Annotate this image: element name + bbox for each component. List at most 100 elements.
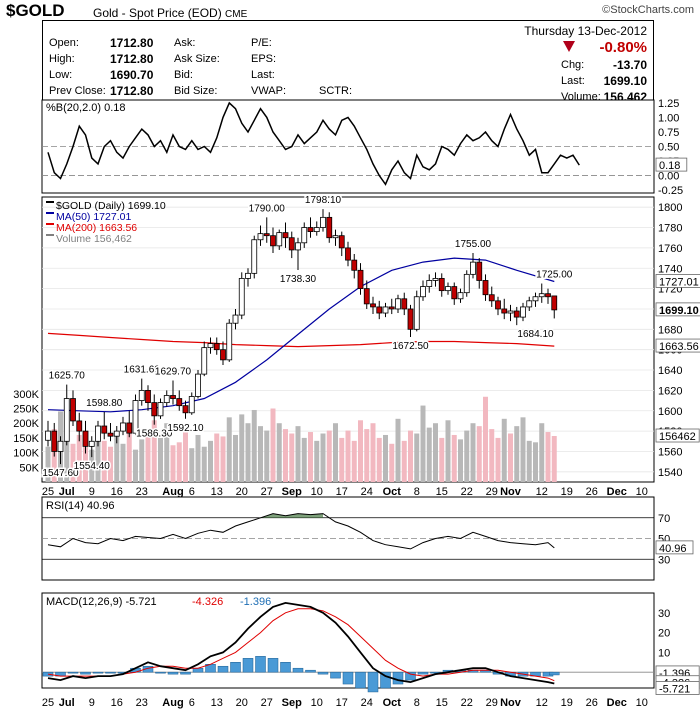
macd-signal-line [47, 608, 555, 682]
open-value: 1712.80 [110, 36, 154, 50]
candle-body [95, 425, 101, 442]
x-label-bottom-5: Aug [162, 697, 183, 709]
volume-bar [245, 423, 251, 482]
x-label-top-11: 10 [311, 486, 323, 498]
price-tick-0: 1800 [658, 202, 682, 214]
sctr-label: SCTR: [319, 85, 352, 97]
volume-bar [83, 437, 88, 482]
macd-hist-bar [342, 671, 354, 685]
legend-label-0: $GOLD (Daily) 1699.10 [56, 200, 166, 212]
prev-close-label: Prev Close: [49, 85, 106, 97]
chart-header: $GOLD Gold - Spot Price (EOD) CME ©Stock… [0, 0, 700, 104]
macd-hist-bar [549, 671, 560, 676]
volume-bar [358, 420, 363, 482]
price-tick-13: 1540 [658, 467, 682, 479]
candle-body [470, 261, 476, 275]
quote-box: Open: 1712.80 High: 1712.80 Low: 1690.70… [42, 20, 654, 104]
x-label-top-18: 29 [486, 486, 498, 498]
x-label-top-10: Sep [282, 486, 302, 498]
volume-bar [64, 423, 70, 482]
price-annotation-1: 1625.70 [49, 371, 86, 382]
candle-body [357, 269, 364, 290]
candle-body [551, 295, 558, 311]
candle-body [401, 298, 408, 310]
macd-hist-bar [417, 671, 429, 675]
x-label-top-9: 27 [261, 486, 273, 498]
volume-bar [301, 437, 307, 482]
volume-bar [176, 442, 182, 482]
volume-bar [345, 430, 351, 482]
volume-bar [201, 446, 207, 482]
volume-bar [226, 417, 232, 482]
macd-last-tag: -5.721 [659, 683, 690, 695]
candle-body [76, 420, 83, 432]
price-annotation-0: 1547.60 [42, 468, 79, 479]
volume-bar [426, 427, 432, 482]
candle-body [488, 294, 495, 302]
x-label-top-16: 15 [436, 486, 448, 498]
volume-bar [283, 429, 288, 482]
candle-body [51, 430, 58, 452]
instrument-name-text: Gold - Spot Price (EOD) [93, 6, 222, 20]
volume-bar [439, 437, 445, 482]
x-label-bottom-23: Dec [607, 697, 627, 709]
percent-b-last-tag-box [655, 157, 688, 172]
change-percent: -0.80% [599, 39, 647, 56]
macd-hist-bar [92, 671, 104, 674]
x-label-top-15: 8 [414, 486, 420, 498]
volume-bar [383, 434, 388, 482]
x-label-bottom-14: Oct [383, 697, 402, 709]
candle-body [288, 237, 295, 251]
candle-body [88, 440, 95, 447]
volume-bar [551, 436, 557, 482]
candle-body [232, 314, 239, 324]
volume-bar [514, 426, 520, 482]
macd-hist-bar [230, 662, 241, 673]
macd-hist-bar [355, 671, 366, 689]
x-label-top-12: 17 [336, 486, 348, 498]
volume-bar [501, 418, 507, 482]
percent-b-tick-1: 1.00 [658, 112, 679, 124]
candle-body [101, 425, 108, 434]
brand-label[interactable]: ©StockCharts.com [602, 4, 694, 16]
price-tick-10: 1600 [658, 406, 682, 418]
candle-body [70, 398, 76, 422]
percent-b-tick-0: 1.25 [658, 98, 679, 110]
legend-swatch-2 [46, 223, 54, 225]
candle-body [226, 322, 233, 361]
candle-body [295, 242, 301, 251]
price-annotation-13: 1684.10 [517, 329, 554, 340]
copyright-sign: © [602, 4, 611, 16]
x-label-bottom-17: 22 [461, 697, 473, 709]
volume-bar [189, 448, 195, 482]
volume-bar [239, 414, 245, 482]
low-value: 1690.70 [110, 68, 154, 82]
candle-body [463, 273, 470, 294]
volume-bar [270, 408, 276, 482]
volume-bar [483, 396, 488, 482]
candle-body [438, 278, 445, 292]
candle-body [282, 232, 289, 239]
volume-bar [120, 443, 126, 482]
volume-bar [170, 445, 176, 482]
chg-label: Chg: [561, 59, 585, 71]
candle-body [520, 306, 526, 318]
volume-bar [295, 426, 301, 482]
x-label-top-5: Aug [162, 486, 183, 498]
macd-hist-bar [217, 665, 229, 673]
candle-body [451, 286, 458, 300]
candle-body [82, 430, 89, 447]
chg-value: -13.70 [612, 58, 647, 72]
pe-label: P/E: [251, 37, 272, 49]
last-value: 1699.10 [603, 74, 647, 88]
price-annotation-3: 1598.80 [86, 398, 123, 409]
price-annotation-11: 1672.50 [392, 341, 429, 352]
macd-tick-0: 30 [658, 608, 670, 620]
candle-body [538, 293, 545, 298]
x-label-bottom-0: 25 [42, 697, 54, 709]
candle-body [170, 395, 176, 399]
macd-hist-bar [280, 662, 291, 673]
macd-hist-bar [317, 671, 329, 675]
high-value: 1712.80 [110, 52, 154, 66]
volume-bar [458, 439, 463, 482]
